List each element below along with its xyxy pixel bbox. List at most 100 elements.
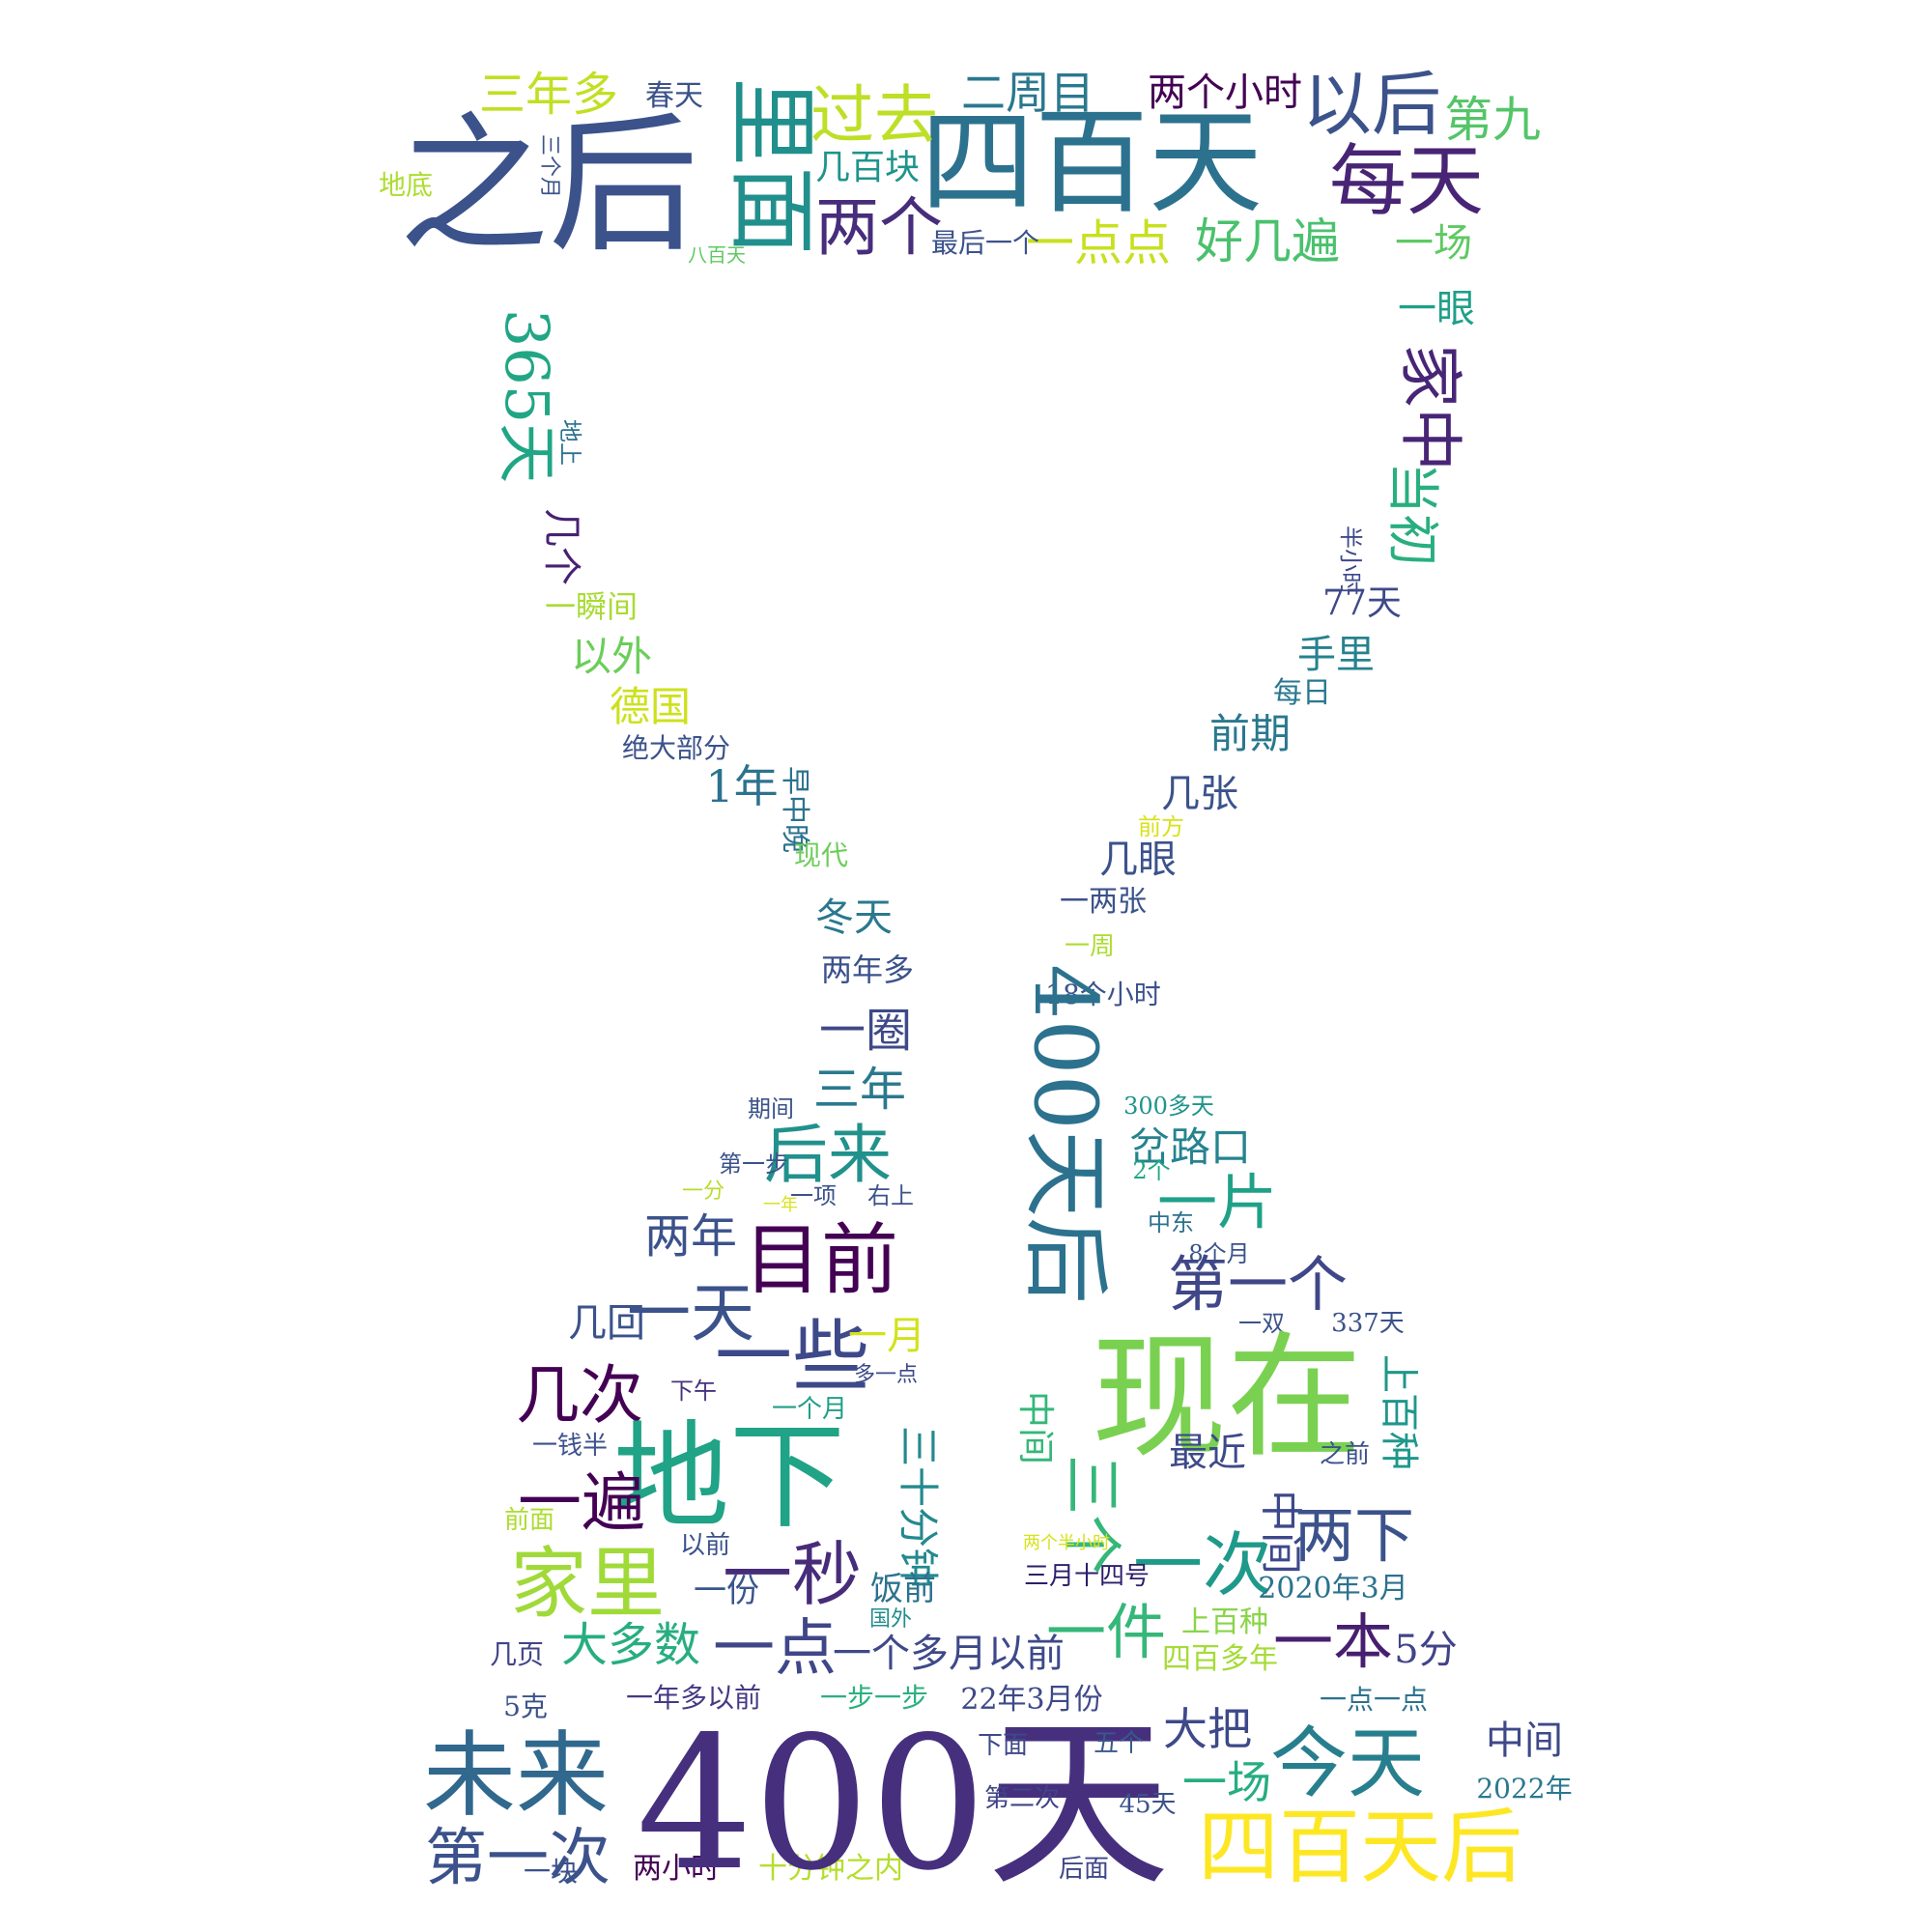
word: 两个半小时 [1023, 1533, 1110, 1553]
word: 两个小时 [1148, 71, 1302, 115]
word: 5分 [1394, 1628, 1458, 1672]
word: 第一步 [719, 1151, 788, 1178]
word: 几页 [489, 1638, 545, 1670]
word: 1年 [705, 760, 779, 812]
word: 五个 [1093, 1729, 1145, 1758]
word: 期间 [748, 1095, 794, 1122]
word: 十分钟之内 [758, 1852, 903, 1886]
word: 一两张 [1060, 885, 1147, 919]
word: 一点一点 [1319, 1684, 1429, 1716]
word: 后面 [1058, 1855, 1110, 1884]
word: 每天 [1329, 136, 1484, 226]
word: 337天 [1331, 1309, 1405, 1338]
word: 一周 [1064, 932, 1116, 961]
word: 两下 [1293, 1500, 1415, 1571]
word: 多一点 [853, 1363, 919, 1387]
word: 一些 [715, 1312, 869, 1402]
word: 饭前 [870, 1570, 936, 1608]
word: 三年多 [478, 68, 619, 122]
word: 8个月 [1188, 1240, 1250, 1267]
word: 两个 [815, 190, 943, 265]
word: 绝大部分 [621, 732, 731, 764]
word: 中间 [1486, 1719, 1563, 1763]
word: 一个月 [771, 1395, 848, 1424]
word: 一片 [1156, 1167, 1278, 1237]
word: 2个 [1132, 1157, 1171, 1184]
word: 400天 [636, 1697, 1171, 1911]
word: 一遍 [518, 1465, 645, 1540]
word: 大多数 [560, 1618, 701, 1672]
word: 几个 [539, 508, 583, 585]
word: 一本 [1272, 1606, 1394, 1677]
word: 45天 [1119, 1790, 1177, 1819]
word: 一分 [681, 1179, 725, 1204]
word: 一点 [713, 1613, 837, 1685]
word: 每日 [1273, 676, 1331, 710]
word: 三十分钟 [895, 1425, 942, 1589]
word: 2022年 [1476, 1773, 1573, 1804]
word: 一场 [1395, 221, 1472, 266]
word: 前方 [1138, 813, 1184, 840]
word: 一年 [763, 1195, 798, 1215]
word: 两年多 [820, 952, 915, 988]
word: 目前 [744, 1215, 898, 1305]
word: 第九 [1444, 92, 1541, 148]
word: 以后 [1301, 64, 1442, 145]
word: 未来 [423, 1721, 609, 1830]
word: 四百天 [920, 96, 1264, 229]
word: 地上 [556, 419, 583, 466]
word: 5克 [503, 1690, 548, 1722]
word: 现在 [1091, 1320, 1363, 1477]
word: 之前 [1319, 1440, 1371, 1469]
word: 最后一个 [930, 227, 1040, 259]
word: 几次 [516, 1358, 643, 1433]
word: 地底 [378, 169, 434, 201]
word: 两年 [643, 1209, 738, 1264]
word: 几张 [1161, 772, 1238, 816]
word: 一份 [694, 1572, 759, 1610]
word: 现代 [793, 839, 849, 871]
word: 过去 [810, 78, 938, 153]
word: 一次 [1132, 1524, 1273, 1605]
word: 一点点 [1026, 215, 1171, 271]
word: 第一次 [425, 1823, 611, 1894]
word: 四百多年 [1162, 1642, 1278, 1676]
word: 最近 [1169, 1431, 1246, 1475]
word: 国外 [868, 1607, 913, 1632]
word: 大把 [1163, 1703, 1252, 1755]
word: 好几遍 [1195, 213, 1340, 270]
word: 前期 [1208, 710, 1292, 757]
word: 德国 [609, 683, 692, 730]
word: 右上 [867, 1182, 914, 1209]
word: 几眼 [1099, 838, 1177, 882]
word: 一瞬间 [544, 588, 639, 625]
word: 一步一步 [819, 1682, 929, 1714]
word: 一场 [1182, 1756, 1271, 1808]
word: 三年 [812, 1063, 907, 1117]
word: 一钱半 [531, 1432, 609, 1461]
word: 一天 [627, 1276, 754, 1350]
word: 八百天 [688, 243, 746, 267]
word: 里面 [720, 76, 823, 256]
word: 春天 [645, 79, 703, 113]
word: 手里 [1297, 633, 1375, 677]
word: 一块 [523, 1856, 579, 1888]
word: 冬天 [815, 895, 893, 940]
word: 四百天后 [1197, 1800, 1523, 1894]
word: 中东 [1148, 1209, 1194, 1236]
word: 前面 [503, 1506, 555, 1535]
word: 一眼 [1398, 287, 1475, 331]
word: 下午 [670, 1378, 717, 1405]
word: 上百种 [1377, 1354, 1421, 1470]
word: 一个多月以前 [833, 1632, 1065, 1676]
word: 第二次 [983, 1784, 1061, 1813]
word: 家里 [510, 1539, 665, 1629]
word: 一年多以前 [625, 1682, 762, 1714]
word: 77天 [1322, 583, 1402, 623]
word: 三个月 [537, 133, 561, 199]
word: 一项 [790, 1182, 837, 1209]
word: 22年3月份 [960, 1683, 1103, 1717]
word: 365天 [492, 308, 562, 484]
word: 三月十四号 [1023, 1562, 1151, 1591]
word: 当初 [1382, 462, 1443, 566]
